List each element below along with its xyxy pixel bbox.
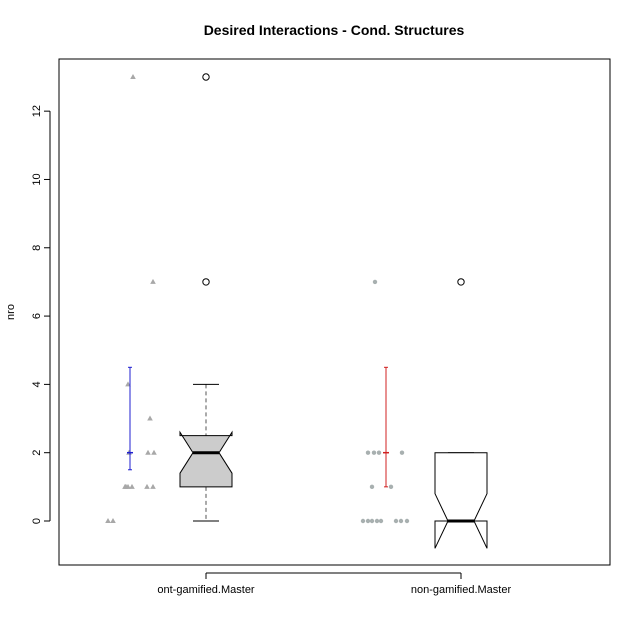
data-point	[144, 483, 150, 489]
data-point	[145, 449, 151, 455]
data-point	[147, 415, 153, 421]
data-point	[369, 484, 375, 490]
chart-marks: 0 2 4 6 8 10 12 ont-gamified.Master non-gamified…	[31, 73, 512, 596]
chart-title: Desired Interactions - Cond. Structures	[204, 22, 465, 38]
data-point	[150, 483, 156, 489]
data-point	[378, 518, 384, 524]
data-point	[369, 518, 375, 524]
y-tick-label: 10	[31, 173, 43, 185]
data-point	[365, 518, 371, 524]
outlier-point	[457, 278, 465, 286]
data-point	[129, 483, 135, 489]
outlier-point	[202, 73, 210, 81]
data-point	[360, 518, 366, 524]
data-point	[371, 450, 377, 455]
y-tick-label: 12	[31, 105, 43, 117]
y-tick-label: 6	[31, 313, 43, 319]
data-point	[372, 279, 378, 285]
data-point	[130, 74, 136, 79]
notched-box	[434, 452, 488, 549]
data-point	[393, 518, 399, 524]
data-point	[404, 518, 410, 524]
x-tick-label: non-gamified.Master	[411, 584, 512, 596]
data-point	[151, 449, 157, 455]
y-axis-label: nro	[5, 304, 17, 320]
x-tick-label: ont-gamified.Master	[157, 584, 255, 596]
data-point	[125, 483, 131, 489]
outlier-point	[202, 278, 210, 286]
data-point	[110, 518, 116, 523]
plot-frame	[58, 58, 611, 566]
data-point	[125, 381, 131, 387]
data-point	[365, 450, 371, 455]
data-point	[105, 518, 111, 523]
y-tick-label: 2	[31, 450, 43, 456]
data-point	[399, 450, 405, 455]
data-point	[374, 518, 380, 524]
y-tick-label: 8	[31, 245, 43, 251]
data-point	[376, 450, 382, 455]
y-tick-label: 0	[31, 518, 43, 524]
data-point	[150, 278, 156, 284]
y-tick-label: 4	[31, 381, 43, 387]
data-point	[388, 484, 394, 490]
notched-box	[179, 430, 233, 488]
data-point	[398, 518, 404, 524]
